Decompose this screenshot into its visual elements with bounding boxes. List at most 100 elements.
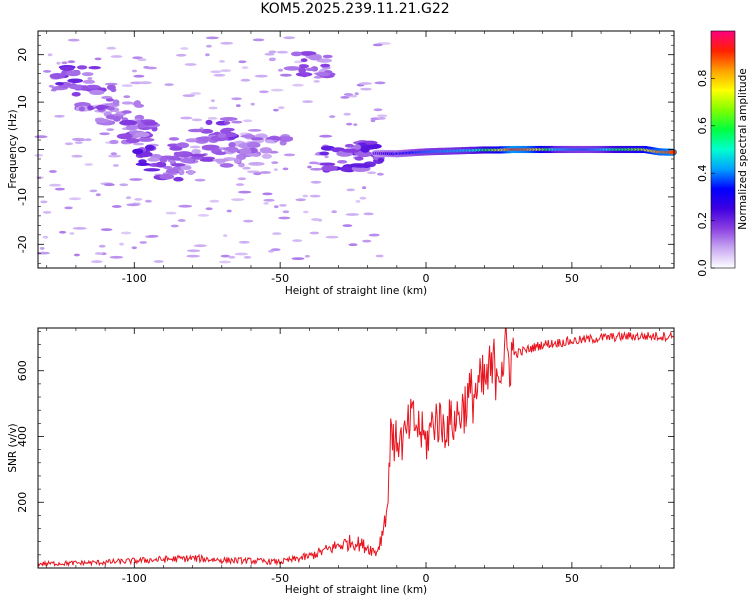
spectrogram-cluster [89,89,105,95]
spectrogram-speckle [67,60,76,64]
spectrogram-speckle [283,36,296,40]
spectrogram-cluster [135,162,151,166]
spectrogram-speckle [268,50,277,54]
spectrogram-cluster [134,132,150,138]
spectrogram-speckle [213,73,226,77]
spectrogram-speckle [153,260,164,263]
spectrogram-speckle [218,260,232,264]
spectrogram-cluster [68,84,86,90]
spectrogram-cluster [169,146,183,151]
spectrogram-cluster [299,51,317,56]
spectrogram-speckle [98,244,106,248]
snr-xtick-label: -100 [122,572,147,585]
spectrogram-speckle [104,82,118,86]
spectrogram-speckle [243,219,254,223]
spectrogram-speckle [259,171,272,174]
spectrogram-cluster [248,162,265,166]
colorbar-gradient [711,31,735,268]
spectrogram-speckle [47,53,53,57]
spectrogram-cluster [125,138,140,144]
spectrogram-speckle [340,96,350,99]
spectrogram-speckle [273,168,278,172]
spectrogram-xlabel: Height of straight line (km) [285,285,427,297]
spectrogram-speckle [178,204,193,208]
spectrogram-cluster [121,101,134,105]
spectrogram-cluster [186,169,195,175]
spectrogram-speckle [100,228,113,232]
spectrogram-cluster [144,144,155,151]
spectrogram-speckle [145,66,158,70]
spectrogram-speckle [270,88,284,92]
spectrogram-speckle [210,99,215,103]
spectrogram-speckle [362,186,367,190]
spectrogram-cluster [116,133,133,140]
spectrogram-cluster [112,99,120,106]
spectrogram-cluster [168,137,180,141]
spectrogram-speckle [362,239,372,243]
spectrogram-speckle [34,154,44,157]
spectrogram-speckle [238,60,247,64]
spectrogram-cluster [191,149,201,154]
spectrogram-cluster [316,58,332,63]
spectrogram-speckle [354,92,359,96]
spectrogram-speckle [359,196,367,200]
spectrogram-speckle [294,60,304,64]
spectrogram-speckle [48,183,62,187]
spectrogram-speckle [180,47,189,50]
spectrogram-speckle [231,97,243,101]
spectrogram-speckle [280,73,292,77]
spectrogram-cluster [85,84,101,89]
spectrogram-cluster [178,169,185,176]
spectrogram-cluster [109,139,119,145]
spectrogram-speckle [276,50,289,54]
spectrogram-speckle [73,253,80,257]
spectrogram-speckle [205,36,219,40]
spectrogram-cluster [171,163,186,167]
spectrogram-speckle [170,224,179,228]
spectrogram-speckle [95,193,101,197]
spectrogram-speckle [69,232,75,235]
spectrogram-cluster [121,110,132,114]
spectrogram-cluster [66,70,81,77]
spectrogram-cluster [176,152,185,157]
spectrogram-speckle [59,230,67,234]
spectrogram-speckle [133,74,145,78]
spectrogram-speckle [119,183,129,187]
spectrogram-cluster [290,51,303,57]
spectrogram-speckle [279,204,287,207]
spectrogram-xtick-label: -50 [271,272,289,285]
spectrogram-speckle [262,192,273,196]
spectrogram-speckle [274,205,279,209]
spectrogram-speckle [247,129,262,132]
snr-line [37,328,674,567]
spectrogram-speckle [74,141,83,145]
spectrogram-cluster [190,155,205,160]
spectrogram-speckle [54,187,65,191]
colorbar-tick-label: 0.8 [696,70,709,88]
spectrogram-cluster [159,173,175,180]
spectrogram-cluster [246,141,261,148]
spectrogram-speckle [308,161,319,165]
spectrogram-cluster [87,105,94,111]
spectrogram-speckle [237,177,247,181]
spectrogram-cluster [134,103,145,108]
spectrogram-speckle [131,246,137,250]
spectrogram-cluster [240,134,256,138]
spectrogram-cluster [81,72,94,77]
spectrogram-speckle [263,198,275,202]
spectrogram-speckle [363,212,374,216]
spectrogram-cluster [155,161,167,168]
spectrogram-xtick-label: 50 [565,272,579,285]
spectrogram-cluster [265,139,274,144]
spectrogram-cluster [344,143,355,148]
spectrogram-speckle [368,233,380,237]
spectrogram-speckle [99,132,110,136]
spectrogram-speckle [346,122,353,126]
colorbar-label: Normalized spectral amplitude [737,68,749,229]
spectrogram-speckle [107,154,122,158]
spectrogram-cluster [319,162,336,166]
spectrogram-speckle [303,210,309,214]
spectrogram-speckle [317,218,323,222]
spectrogram-speckle [370,119,376,123]
spectrogram-cluster [49,73,66,79]
